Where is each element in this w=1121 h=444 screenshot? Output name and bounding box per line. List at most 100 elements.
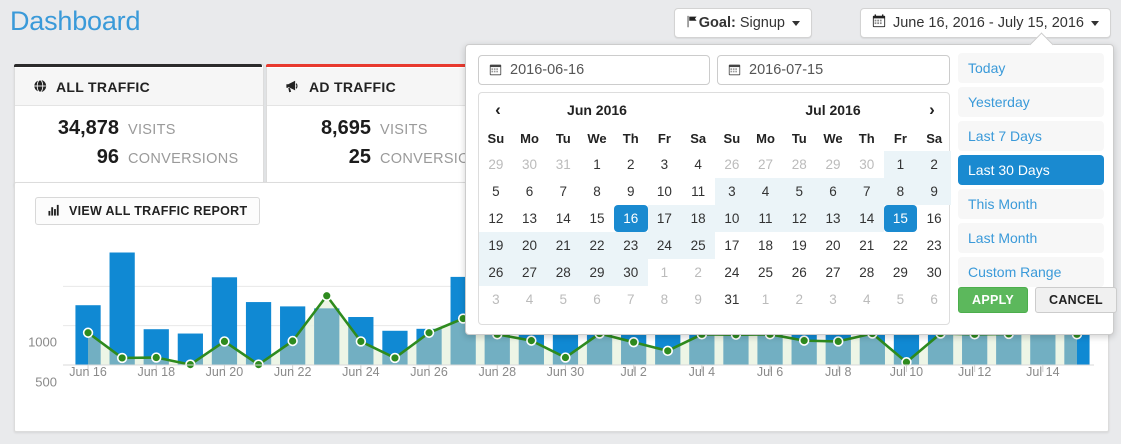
calendar-day[interactable]: 17 [724,238,740,253]
day-of-week-header: We [823,131,843,146]
calendar-day[interactable]: 25 [758,265,774,280]
calendar-right: Jul 2016 › Su Mo Tu We Th Fr Sa 26 27 28 29 30 1 2 3 4 5… [715,93,951,324]
calendar-day[interactable]: 15 [883,205,918,232]
x-axis-tick-label: Jun 28 [478,365,517,379]
preset-range-item[interactable]: This Month [958,189,1104,219]
calendar-day[interactable]: 14 [849,205,884,232]
calendar-day[interactable]: 5 [782,178,817,205]
calendar-day[interactable]: 10 [715,205,749,232]
calendar-day: 3 [829,292,837,307]
calendar-day[interactable]: 9 [917,178,951,205]
calendar-day[interactable]: 17 [647,205,682,232]
end-date-input[interactable]: 2016-07-15 [717,55,950,85]
calendar-day[interactable]: 12 [488,211,504,226]
day-of-week-header: Mo [756,131,775,146]
calendar-day[interactable]: 13 [522,211,538,226]
day-of-week-header: Sa [926,131,943,146]
calendar-day[interactable]: 11 [691,184,706,199]
calendar-day[interactable]: 4 [748,178,783,205]
calendar-day[interactable]: 6 [525,184,534,199]
chart-point [287,335,298,347]
calendar-day[interactable]: 22 [892,238,908,253]
calendar-day[interactable]: 23 [613,232,648,259]
calendar-day[interactable]: 19 [791,238,807,253]
stat-label: CONVERSIONS [380,151,491,167]
next-month-button[interactable]: › [929,100,935,119]
card-title: ALL TRAFFIC [56,78,151,95]
date-range-button[interactable]: June 16, 2016 - July 15, 2016 [859,8,1111,38]
card-body: 8,695 VISITS 25 CONVERSIONS [267,106,515,186]
calendar-day[interactable]: 28 [546,259,581,286]
calendar-day[interactable]: 25 [681,232,715,259]
chart-point [628,336,639,348]
calendar-day[interactable]: 13 [816,205,850,232]
calendar-day[interactable]: 18 [681,205,715,232]
calendar-day[interactable]: 26 [479,259,513,286]
calendar-day[interactable]: 4 [694,157,702,172]
calendar-day[interactable]: 16 [613,205,648,232]
cancel-button[interactable]: CANCEL [1035,287,1117,313]
view-all-traffic-report-button[interactable]: VIEW ALL TRAFFIC REPORT [35,197,261,225]
calendar-day[interactable]: 1 [593,157,601,172]
calendar-day[interactable]: 24 [647,232,682,259]
calendar-day[interactable]: 19 [479,232,513,259]
calendar-day[interactable]: 23 [926,238,942,253]
prev-month-button[interactable]: ‹ [495,100,501,119]
preset-range-item[interactable]: Custom Range [958,257,1104,287]
x-axis-tick-label: Jun 30 [546,365,585,379]
calendar-day[interactable]: 8 [593,184,601,199]
x-axis-tick-label: Jul 12 [957,365,992,379]
calendar-day: 9 [694,292,702,307]
calendar-day[interactable]: 20 [825,238,841,253]
calendar-day[interactable]: 27 [512,259,547,286]
calendar-day[interactable]: 21 [546,232,581,259]
calendar-day[interactable]: 14 [555,211,571,226]
calendar-day[interactable]: 3 [715,178,749,205]
calendar-day[interactable]: 3 [660,157,669,172]
calendar-day[interactable]: 31 [724,292,740,307]
calendar-day[interactable]: 10 [656,184,672,199]
calendar-day[interactable]: 6 [816,178,850,205]
preset-range-item[interactable]: Today [958,53,1104,83]
calendar-day[interactable]: 2 [917,151,951,178]
calendar-day[interactable]: 28 [859,265,875,280]
calendar-day: 6 [593,292,601,307]
globe-icon [33,78,47,95]
goal-selector-button[interactable]: Goal: Signup [673,8,812,38]
calendar-day[interactable]: 30 [613,259,648,286]
preset-range-item[interactable]: Yesterday [958,87,1104,117]
calendar-day[interactable]: 29 [580,259,614,286]
preset-range-item[interactable]: Last Month [958,223,1104,253]
calendar-day[interactable]: 27 [825,265,841,280]
calendar-day[interactable]: 2 [626,157,635,172]
calendar-day[interactable]: 24 [724,265,740,280]
preset-range-item[interactable]: Last 30 Days [958,155,1104,185]
calendar-icon [872,14,886,32]
apply-button[interactable]: APPLY [958,287,1029,313]
calendar-day[interactable]: 16 [926,211,942,226]
chart-point [151,352,162,363]
calendar-day[interactable]: 26 [791,265,807,280]
calendar-day[interactable]: 7 [849,178,884,205]
calendar-day[interactable]: 21 [859,238,875,253]
calendar-day[interactable]: 1 [883,151,918,178]
calendar-day[interactable]: 7 [559,184,568,199]
calendar-day[interactable]: 20 [512,232,547,259]
start-date-input[interactable]: 2016-06-16 [478,55,710,85]
preset-range-item[interactable]: Last 7 Days [958,121,1104,151]
calendar-day[interactable]: 5 [492,184,500,199]
calendar-day[interactable]: 12 [782,205,817,232]
calendar-day[interactable]: 30 [926,265,942,280]
calendar-day[interactable]: 22 [580,232,614,259]
chevron-down-icon [792,20,800,26]
calendar-day: 30 [522,157,538,172]
calendar-day[interactable]: 8 [883,178,918,205]
chart-point [82,327,94,338]
calendar-day[interactable]: 15 [589,211,605,226]
calendar-day[interactable]: 11 [748,205,783,232]
stat-label: CONVERSIONS [128,151,239,167]
calendar-day[interactable]: 9 [626,184,635,199]
calendar-day[interactable]: 29 [892,265,908,280]
chart-point [389,352,401,364]
calendar-day[interactable]: 18 [758,238,774,253]
